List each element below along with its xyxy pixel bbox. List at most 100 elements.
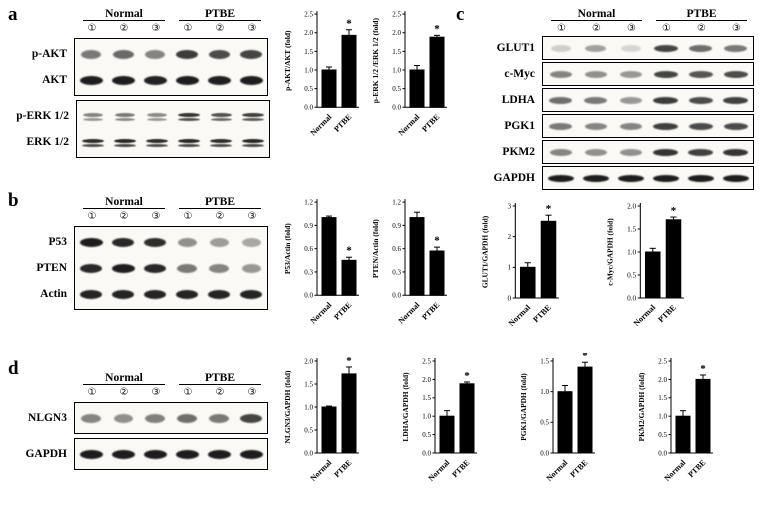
blot-band xyxy=(550,44,571,52)
bar-ptbe xyxy=(341,34,357,108)
blot-band xyxy=(80,289,102,299)
lane-number: ② xyxy=(215,211,225,222)
blot-band xyxy=(549,96,572,104)
protein-label: GAPDH xyxy=(25,448,67,460)
blot-band xyxy=(175,75,199,85)
blot-band xyxy=(79,237,103,247)
blot-band xyxy=(584,96,607,104)
x-tick-label: PTBE xyxy=(332,300,353,321)
significance-asterisk: * xyxy=(434,235,440,247)
significance-asterisk: * xyxy=(700,363,706,375)
blot-band xyxy=(687,174,714,182)
bar-normal xyxy=(321,217,337,296)
blot-band xyxy=(723,70,748,78)
lane-number: ① xyxy=(662,23,671,34)
significance-asterisk: * xyxy=(346,18,352,30)
chart-pgk1-ratio: 0.0 0.5 1.0 1.5 Normal * PTBE PGK1/GAPDH (fold) xyxy=(517,350,599,511)
y-tick-label: 0.6 xyxy=(392,245,401,253)
blot-band xyxy=(724,44,747,52)
y-tick-label: 0.0 xyxy=(304,449,313,457)
blot-band xyxy=(584,122,607,130)
bar-normal xyxy=(321,69,337,108)
blot-band xyxy=(210,143,232,147)
blot-box xyxy=(74,38,268,96)
group-label: PTBE xyxy=(179,8,261,21)
y-tick-label: 0.5 xyxy=(392,85,401,93)
blot-band xyxy=(175,449,199,459)
lane-number: ① xyxy=(87,387,97,398)
x-tick-label: PTBE xyxy=(332,112,353,133)
bar-normal xyxy=(321,406,337,454)
y-tick-label: 0.5 xyxy=(540,419,549,427)
blot-band xyxy=(209,263,229,273)
y-tick-label: 0.0 xyxy=(392,104,401,112)
y-tick-label: 0.0 xyxy=(540,449,549,457)
bar-chart: 0.0 0.3 0.6 0.9 1.2 Normal * PTBE P53/Actin (fol… xyxy=(283,198,359,326)
blot-band xyxy=(81,49,101,59)
significance-asterisk: * xyxy=(346,355,352,367)
y-tick-label: 1.0 xyxy=(304,66,313,74)
y-tick-label: 1.0 xyxy=(658,413,667,421)
blot-box xyxy=(542,36,754,60)
blot-band xyxy=(111,449,135,459)
y-tick-label: 1.5 xyxy=(392,48,401,56)
y-tick-label: 0.5 xyxy=(304,426,313,434)
y-tick-label: 1.0 xyxy=(540,388,549,396)
significance-asterisk: * xyxy=(671,205,677,217)
significance-asterisk: * xyxy=(346,245,352,257)
blot-band xyxy=(549,122,572,130)
blot-box xyxy=(74,438,268,470)
blot-band xyxy=(79,75,103,85)
protein-label: AKT xyxy=(42,74,67,86)
x-tick-label: Normal xyxy=(663,458,688,483)
blot-band xyxy=(207,75,231,85)
y-tick-label: 1.0 xyxy=(627,249,636,257)
y-tick-label: 2.0 xyxy=(658,376,667,384)
blot-box xyxy=(76,100,270,158)
blot-band xyxy=(209,237,229,247)
bar-ptbe xyxy=(695,378,711,454)
blot-box xyxy=(542,62,754,86)
blot-band xyxy=(688,96,713,104)
chart-cmyc-ratio: 0.0 0.5 1.0 1.5 2.0 Normal * PTBE c-Myc/GAPDH (f… xyxy=(603,198,688,356)
blot-band xyxy=(241,237,261,247)
blot-box xyxy=(542,166,754,190)
y-axis-label: LDHA/GAPDH (fold) xyxy=(401,372,410,442)
x-tick-label: Normal xyxy=(545,458,570,483)
protein-label: NLGN3 xyxy=(28,412,67,424)
lane-number: ② xyxy=(119,211,129,222)
protein-label: PKM2 xyxy=(502,146,535,158)
blot-band xyxy=(208,49,230,59)
lane-number: ③ xyxy=(247,387,257,398)
x-tick-label: PTBE xyxy=(420,112,441,133)
blot-band xyxy=(147,117,167,121)
lane-number: ③ xyxy=(151,23,161,34)
blot-band xyxy=(79,449,103,459)
blot-band xyxy=(723,148,748,156)
x-tick-label: PTBE xyxy=(420,300,441,321)
bar-ptbe xyxy=(429,250,445,296)
bar-normal xyxy=(557,391,573,454)
blot-band xyxy=(115,117,135,121)
blot-band xyxy=(547,174,574,182)
chart-pkm2-ratio: 0.0 0.5 1.0 1.5 2.0 2.5 Normal * PTBE PKM2/GAPDH … xyxy=(635,353,717,511)
y-tick-label: 2.0 xyxy=(422,376,431,384)
x-tick-label: PTBE xyxy=(450,458,471,479)
y-tick-label: 0.0 xyxy=(627,295,636,303)
blot-band xyxy=(145,413,165,423)
x-tick-label: PTBE xyxy=(531,303,553,324)
blot-band xyxy=(83,117,103,121)
lane-number: ③ xyxy=(247,23,257,34)
blot-band xyxy=(207,449,231,459)
bar-normal xyxy=(409,217,425,296)
blot-band xyxy=(111,263,135,273)
blot-box xyxy=(74,226,268,310)
blot-band xyxy=(585,44,606,52)
blot-band xyxy=(653,148,678,156)
x-tick-label: PTBE xyxy=(656,303,678,324)
blot-band xyxy=(81,413,101,423)
blot-panel-d: Normal PTBE ① ② ③ ① ② ③ NLGN3 GAPDH xyxy=(20,372,268,470)
significance-asterisk: * xyxy=(434,23,440,35)
blot-band xyxy=(115,112,135,117)
